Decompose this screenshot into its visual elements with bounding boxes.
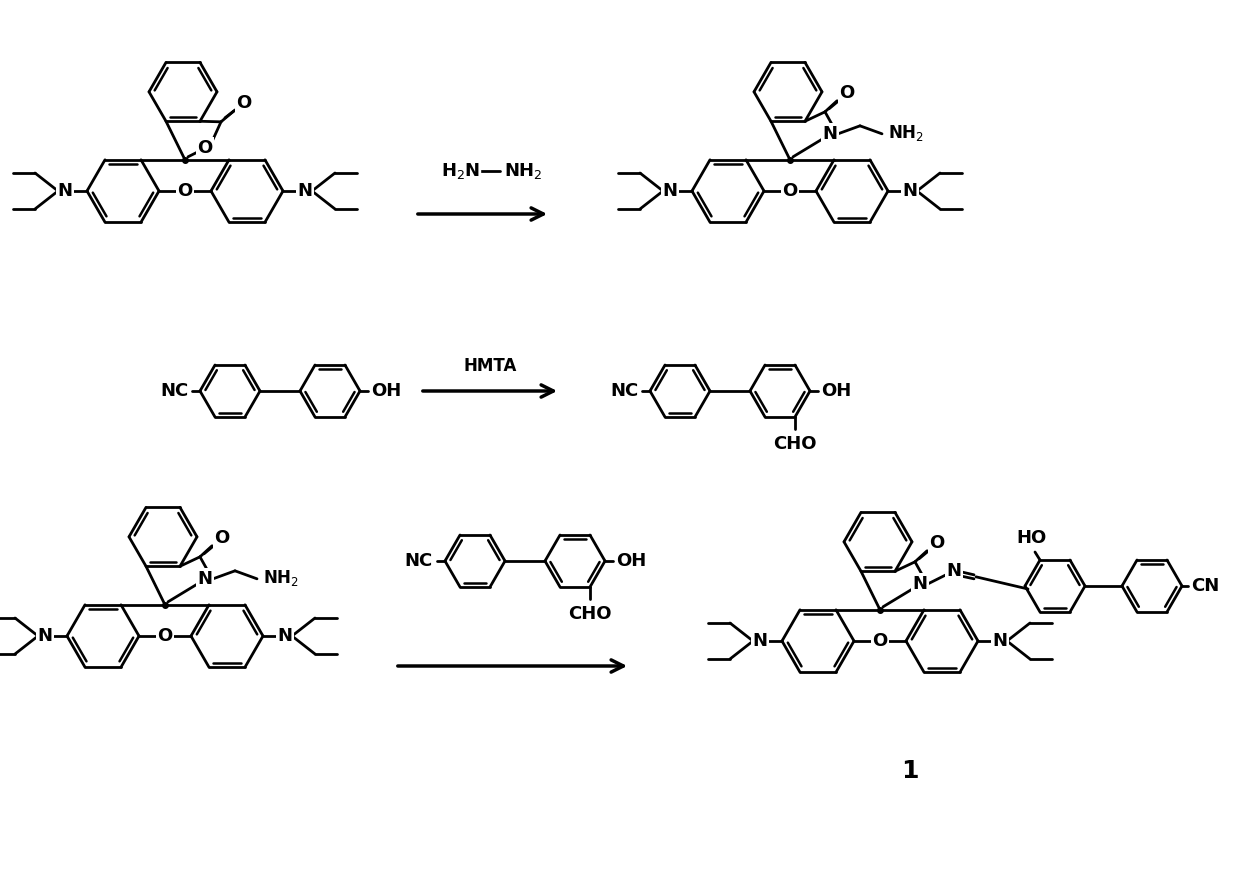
Text: OH: OH: [371, 382, 401, 400]
Text: O: O: [157, 627, 172, 645]
Text: N: N: [822, 125, 837, 143]
Text: N: N: [753, 632, 768, 650]
Text: O: O: [197, 139, 212, 157]
Text: N: N: [57, 182, 72, 200]
Text: O: O: [929, 534, 945, 552]
Text: NH$_2$: NH$_2$: [263, 568, 299, 588]
Text: N: N: [992, 632, 1007, 650]
Text: NH$_2$: NH$_2$: [503, 161, 543, 181]
Text: HMTA: HMTA: [464, 357, 517, 375]
Text: NC: NC: [160, 382, 188, 400]
Text: CHO: CHO: [774, 435, 817, 453]
Text: NC: NC: [405, 552, 433, 570]
Text: O: O: [215, 529, 229, 547]
Text: OH: OH: [616, 552, 646, 570]
Text: O: O: [237, 93, 252, 112]
Text: CN: CN: [1190, 577, 1219, 595]
Text: HO: HO: [1017, 529, 1047, 547]
Text: H$_2$N: H$_2$N: [441, 161, 480, 181]
Text: O: O: [782, 182, 797, 200]
Text: O: O: [873, 632, 888, 650]
Text: N: N: [197, 570, 212, 588]
Text: N: N: [913, 574, 928, 593]
Text: 1: 1: [901, 759, 919, 783]
Text: NC: NC: [610, 382, 639, 400]
Text: O: O: [839, 84, 854, 102]
Text: N: N: [662, 182, 677, 200]
Text: N: N: [298, 182, 312, 200]
Text: N: N: [37, 627, 52, 645]
Text: CHO: CHO: [568, 605, 611, 623]
Text: N: N: [278, 627, 293, 645]
Text: NH$_2$: NH$_2$: [888, 122, 924, 143]
Text: OH: OH: [821, 382, 851, 400]
Text: N: N: [946, 562, 961, 580]
Text: O: O: [177, 182, 192, 200]
Text: N: N: [903, 182, 918, 200]
